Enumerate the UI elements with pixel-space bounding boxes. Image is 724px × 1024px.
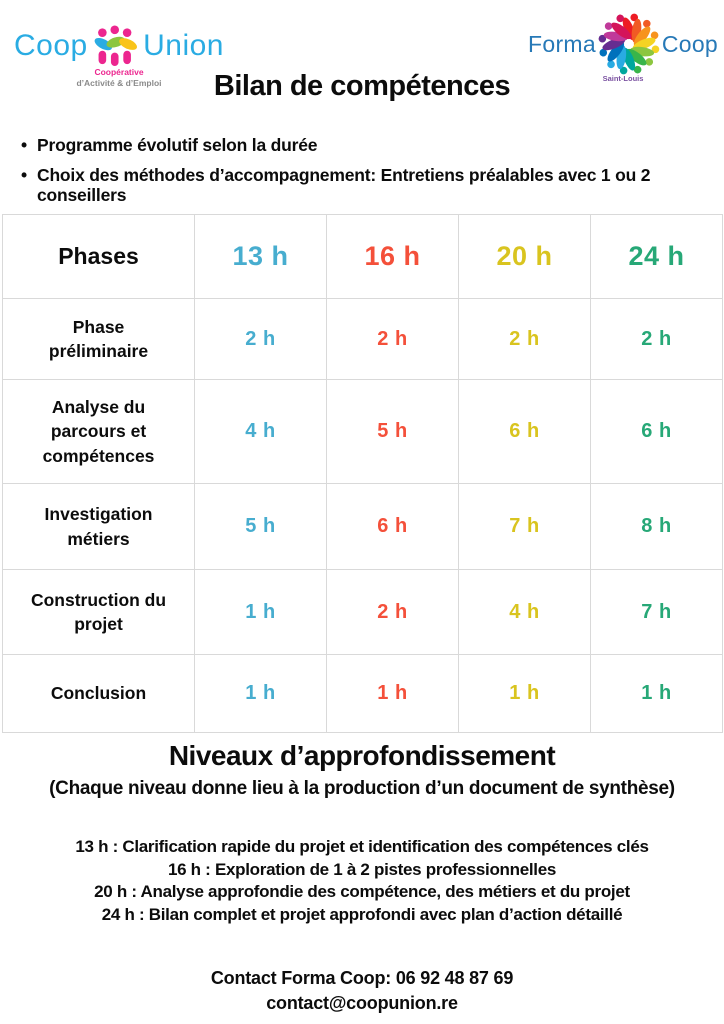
value-cell: 5 h [326,379,459,484]
forma-coop-word-coop: Coop [661,30,718,57]
table-row: Construction du projet 1 h 2 h 4 h 7 h [2,569,723,655]
phase-name-cell: Construction du projet [2,569,195,655]
phase-name-cell: Conclusion [2,654,195,733]
value-cell: 6 h [590,379,723,484]
coop-union-people-icon [94,25,137,66]
value-cell: 2 h [458,298,591,380]
phases-table: Phases 13 h 16 h 20 h 24 h Phase prélimi… [2,214,723,733]
header-24h: 24 h [590,214,723,299]
bullet-item: Programme évolutif selon la durée [20,135,666,155]
phases-table-wrapper: Phases 13 h 16 h 20 h 24 h Phase prélimi… [2,214,723,733]
intro-bullet-list: Programme évolutif selon la durée Choix … [20,135,666,216]
value-cell: 1 h [194,569,327,655]
table-row: Investigation métiers 5 h 6 h 7 h 8 h [2,483,723,570]
value-cell: 4 h [458,569,591,655]
value-cell: 2 h [194,298,327,380]
value-cell: 1 h [194,654,327,733]
levels-subtitle: (Chaque niveau donne lieu à la productio… [49,778,675,799]
forma-coop-swirl-icon [598,13,660,75]
value-cell: 1 h [458,654,591,733]
table-row: Phase préliminaire 2 h 2 h 2 h 2 h [2,298,723,380]
level-item-13h: 13 h : Clarification rapide du projet et… [75,837,649,856]
coop-union-word-coop: Coop [14,29,88,62]
forma-coop-subtitle: Saint-Louis [602,74,644,83]
header-13h: 13 h [194,214,327,299]
contact-block: Contact Forma Coop: 06 92 48 87 69 conta… [0,966,724,1016]
value-cell: 1 h [326,654,459,733]
table-row: Analyse du parcours et compétences 4 h 5… [2,379,723,484]
coop-union-logo: Coop Union Coopérative d’Activité & d’Em… [14,24,224,88]
bullet-item: Choix des méthodes d’accompagnement: Ent… [20,166,666,205]
phase-name-cell: Investigation métiers [2,483,195,570]
levels-title: Niveaux d’approfondissement [168,740,556,771]
levels-list: 13 h : Clarification rapide du projet et… [0,836,724,926]
coop-union-subtitle: Coopérative d’Activité & d’Emploi [14,67,224,88]
value-cell: 6 h [458,379,591,484]
forma-coop-word-forma: Forma [528,30,596,57]
table-row: Conclusion 1 h 1 h 1 h 1 h [2,654,723,733]
coop-union-word-union: Union [143,29,224,62]
page-title: Bilan de compétences [213,70,511,102]
phase-name-cell: Phase préliminaire [2,298,195,380]
header-20h: 20 h [458,214,591,299]
value-cell: 4 h [194,379,327,484]
phases-header-cell: Phases [2,214,195,299]
forma-coop-logo-row: Forma Coop [528,6,718,82]
header-16h: 16 h [326,214,459,299]
contact-email: contact@coopunion.re [266,993,458,1013]
coop-union-logo-row: Coop Union [14,24,224,68]
coop-union-subtitle-line1: Coopérative [94,67,144,77]
phase-name-cell: Analyse du parcours et compétences [2,379,195,484]
level-item-16h: 16 h : Exploration de 1 à 2 pistes profe… [167,859,557,879]
value-cell: 2 h [326,298,459,380]
forma-coop-logo: Forma Coop Saint-Loui [528,6,718,83]
value-cell: 2 h [590,298,723,380]
value-cell: 7 h [590,569,723,655]
coop-union-subtitle-line2: d’Activité & d’Emploi [76,77,162,88]
table-header-row: Phases 13 h 16 h 20 h 24 h [2,214,723,299]
level-item-20h: 20 h : Analyse approfondie des compétenc… [94,882,630,901]
value-cell: 8 h [590,483,723,570]
value-cell: 6 h [326,483,459,570]
value-cell: 5 h [194,483,327,570]
contact-phone-line: Contact Forma Coop: 06 92 48 87 69 [210,968,514,988]
value-cell: 2 h [326,569,459,655]
level-item-24h: 24 h : Bilan complet et projet approfond… [101,904,623,924]
value-cell: 1 h [590,654,723,733]
value-cell: 7 h [458,483,591,570]
